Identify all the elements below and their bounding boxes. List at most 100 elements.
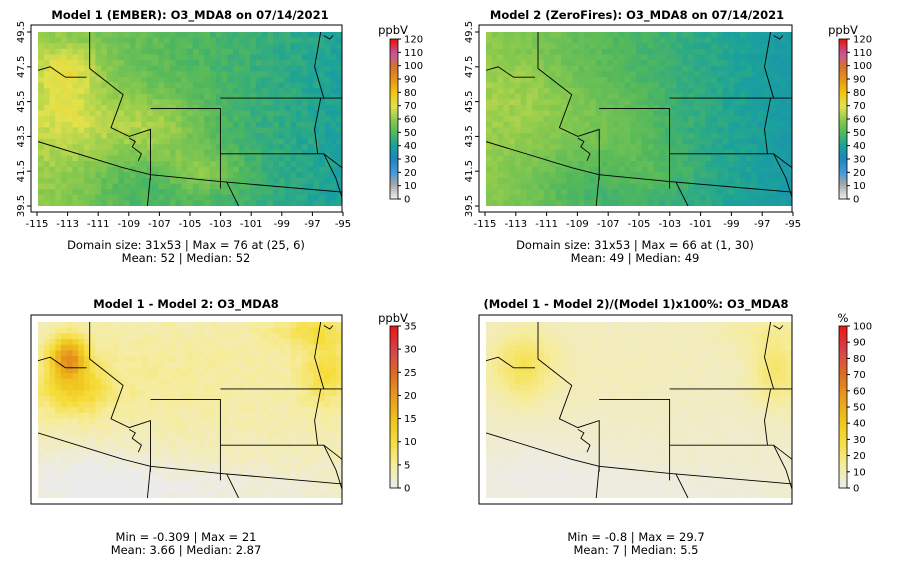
grid-cell — [284, 116, 291, 123]
x-tick-label: -115 — [474, 219, 497, 230]
grid-cell — [112, 200, 119, 206]
grid-cell — [83, 339, 91, 346]
grid-cell — [757, 166, 764, 173]
grid-cell — [106, 88, 114, 95]
grid-cell — [215, 144, 223, 151]
grid-cell — [630, 144, 637, 151]
grid-cell — [129, 378, 137, 386]
grid-cell — [250, 133, 257, 140]
grid-cell — [38, 71, 45, 78]
grid-cell — [192, 458, 200, 465]
grid-cell — [83, 390, 91, 397]
grid-cell — [106, 435, 114, 442]
grid-cell — [290, 121, 297, 129]
grid-cell — [670, 200, 678, 206]
grid-cell — [751, 166, 758, 173]
grid-cell — [486, 138, 493, 145]
grid-cell — [532, 161, 539, 168]
grid-cell — [181, 121, 188, 129]
grid-cell — [106, 60, 114, 67]
grid-cell — [763, 82, 770, 89]
grid-cell — [607, 32, 614, 39]
grid-cell — [244, 344, 251, 351]
grid-cell — [284, 429, 291, 437]
grid-cell — [238, 350, 246, 357]
grid-cell — [745, 32, 753, 39]
grid-cell — [181, 367, 188, 374]
grid-cell — [204, 48, 211, 56]
grid-cell — [273, 350, 280, 357]
grid-cell — [566, 54, 574, 61]
grid-cell — [66, 339, 74, 346]
grid-cell — [716, 177, 724, 185]
grid-cell — [146, 76, 154, 84]
grid-cell — [124, 88, 131, 95]
grid-cell — [284, 390, 291, 397]
grid-cell — [169, 194, 177, 201]
grid-cell — [233, 418, 240, 425]
grid-cell — [711, 177, 718, 185]
grid-cell — [152, 99, 160, 106]
colorbar-tick-label: 80 — [853, 88, 866, 99]
grid-cell — [780, 60, 787, 67]
colorbar-segment — [390, 92, 398, 96]
grid-cell — [66, 322, 74, 329]
grid-cell — [296, 37, 303, 44]
grid-cell — [181, 361, 188, 369]
grid-cell — [324, 183, 332, 190]
grid-cell — [740, 149, 747, 157]
grid-cell — [112, 322, 119, 329]
grid-cell — [273, 32, 280, 39]
grid-cell — [278, 367, 286, 374]
grid-cell — [164, 333, 171, 340]
grid-cell — [49, 32, 56, 39]
grid-cell — [670, 166, 678, 173]
grid-cell — [101, 452, 108, 459]
colorbar-segment — [839, 57, 847, 61]
grid-cell — [221, 424, 228, 431]
grid-cell — [72, 71, 79, 78]
grid-cell — [728, 60, 735, 67]
grid-cell — [221, 356, 228, 363]
grid-cell — [169, 161, 177, 168]
grid-cell — [129, 367, 137, 374]
grid-cell — [141, 407, 148, 414]
grid-cell — [244, 76, 251, 84]
grid-cell — [227, 452, 234, 459]
grid-cell — [181, 356, 188, 363]
grid-cell — [233, 327, 240, 334]
grid-cell — [699, 76, 706, 84]
grid-cell — [722, 32, 730, 39]
grid-cell — [112, 71, 119, 78]
grid-cell — [141, 76, 148, 84]
grid-cell — [60, 133, 68, 140]
grid-cell — [135, 189, 142, 196]
grid-cell — [336, 401, 342, 408]
grid-cell — [112, 116, 119, 123]
grid-cell — [780, 99, 787, 106]
grid-cell — [267, 446, 274, 454]
grid-cell — [210, 373, 217, 380]
grid-cell — [745, 138, 753, 145]
grid-cell — [158, 333, 165, 340]
grid-cell — [250, 322, 257, 329]
grid-cell — [676, 155, 683, 162]
grid-cell — [43, 71, 51, 78]
grid-cell — [175, 144, 182, 151]
grid-cell — [255, 149, 263, 157]
grid-cell — [238, 127, 246, 134]
grid-cell — [688, 32, 695, 39]
grid-cell — [233, 161, 240, 168]
grid-cell — [595, 88, 603, 95]
grid-cell — [55, 54, 62, 61]
grid-cell — [233, 384, 240, 391]
grid-cell — [101, 350, 108, 357]
grid-cell — [319, 48, 326, 56]
grid-cell — [324, 378, 332, 386]
grid-cell — [330, 350, 337, 357]
grid-cell — [78, 327, 85, 334]
grid-cell — [290, 458, 297, 465]
grid-cell — [169, 110, 177, 117]
grid-cell — [118, 367, 125, 374]
grid-cell — [233, 344, 240, 351]
